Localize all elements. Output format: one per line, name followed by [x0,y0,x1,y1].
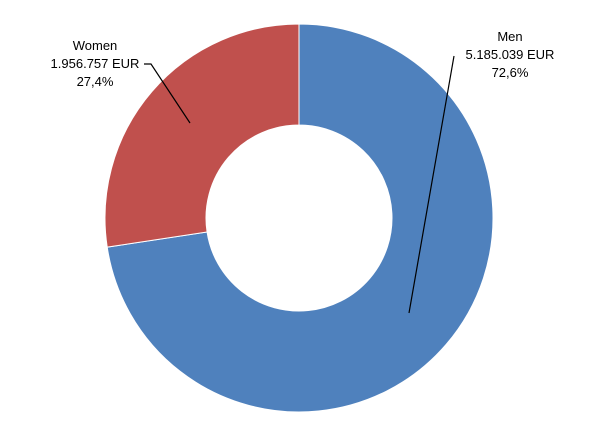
slice-label-men-percent: 72,6% [492,65,529,80]
slice-label-women-name: Women [73,38,118,53]
slice-labels: Men 5.185.039 EUR 72,6% Women 1.956.757 EUR 2… [51,29,555,89]
slice-label-women-amount: 1.956.757 EUR [51,56,140,71]
slice-men [106,23,494,413]
leader-line-women [144,63,191,124]
slice-label-men-name: Men [497,29,522,44]
slice-label-men-amount: 5.185.039 EUR [466,47,555,62]
slice-label-women-percent: 27,4% [77,74,114,89]
slice-women [104,23,300,248]
leader-lines [144,55,455,314]
leader-line-men [408,55,455,314]
donut-slices [104,23,494,413]
